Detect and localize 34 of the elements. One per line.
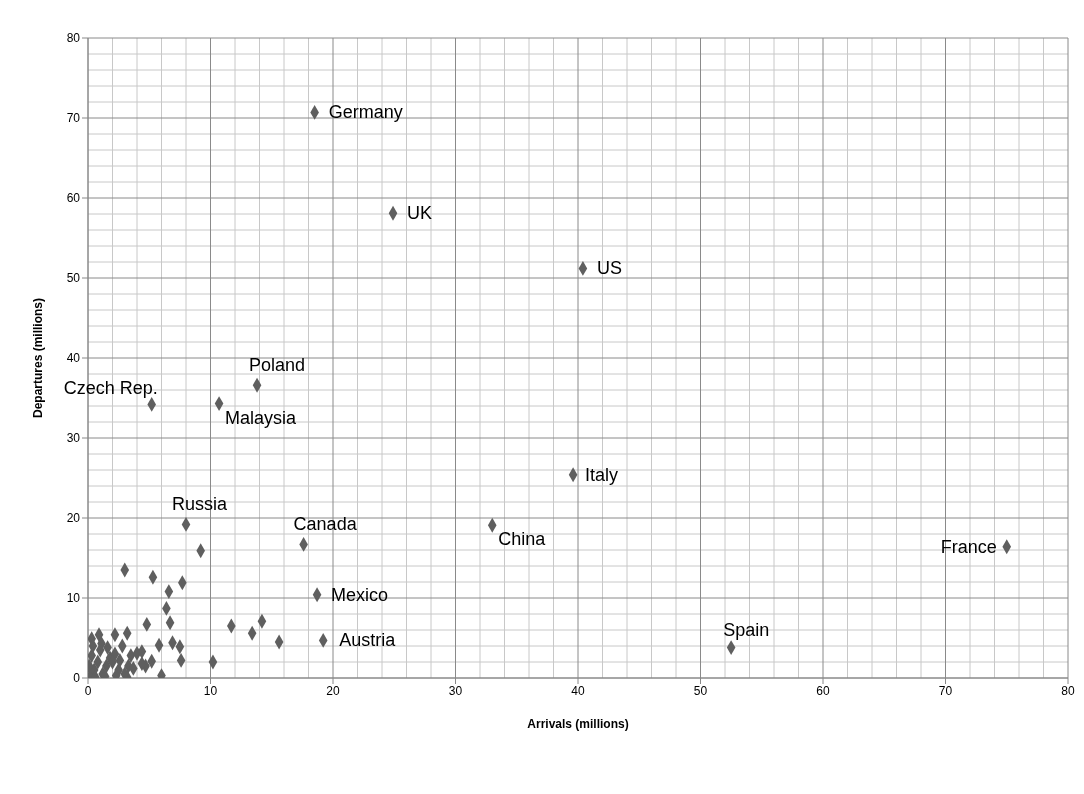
- y-tick-label: 40: [66, 351, 81, 366]
- annotation: Austria: [339, 630, 397, 651]
- x-tick-label: 40: [571, 683, 585, 698]
- annotation: Czech Rep.: [63, 378, 158, 399]
- y-tick-label: 60: [66, 191, 81, 206]
- x-tick-label: 10: [203, 683, 218, 698]
- x-tick-label: 0: [84, 683, 92, 698]
- y-tick-label: 10: [66, 591, 81, 606]
- annotation: Mexico: [331, 584, 389, 605]
- annotation: Poland: [249, 355, 306, 376]
- annotation: China: [498, 529, 547, 550]
- x-tick-label: 30: [448, 683, 463, 698]
- x-tick-label: 60: [816, 683, 830, 698]
- x-axis-title: Arrivals (millions): [527, 717, 629, 731]
- y-tick-label: 0: [73, 671, 81, 686]
- y-axis-title: Departures (millions): [31, 297, 46, 419]
- y-tick-label: 20: [66, 511, 81, 526]
- annotation: Spain: [723, 619, 770, 640]
- y-tick-label: 50: [66, 271, 81, 286]
- annotation: UK: [407, 203, 433, 224]
- annotation: Germany: [328, 102, 403, 123]
- y-tick-label: 80: [66, 31, 81, 46]
- y-tick-label: 30: [66, 431, 81, 446]
- x-tick-label: 80: [1061, 683, 1075, 698]
- y-tick-label: 70: [66, 111, 81, 126]
- x-tick-label: 50: [693, 683, 708, 698]
- annotation: Canada: [293, 514, 358, 535]
- annotation: Italy: [585, 464, 619, 485]
- annotation: Malaysia: [225, 407, 298, 428]
- annotation: Russia: [172, 494, 229, 515]
- annotation: US: [596, 258, 622, 279]
- x-tick-label: 20: [326, 683, 340, 698]
- annotation: France: [940, 536, 997, 557]
- x-tick-label: 70: [938, 683, 953, 698]
